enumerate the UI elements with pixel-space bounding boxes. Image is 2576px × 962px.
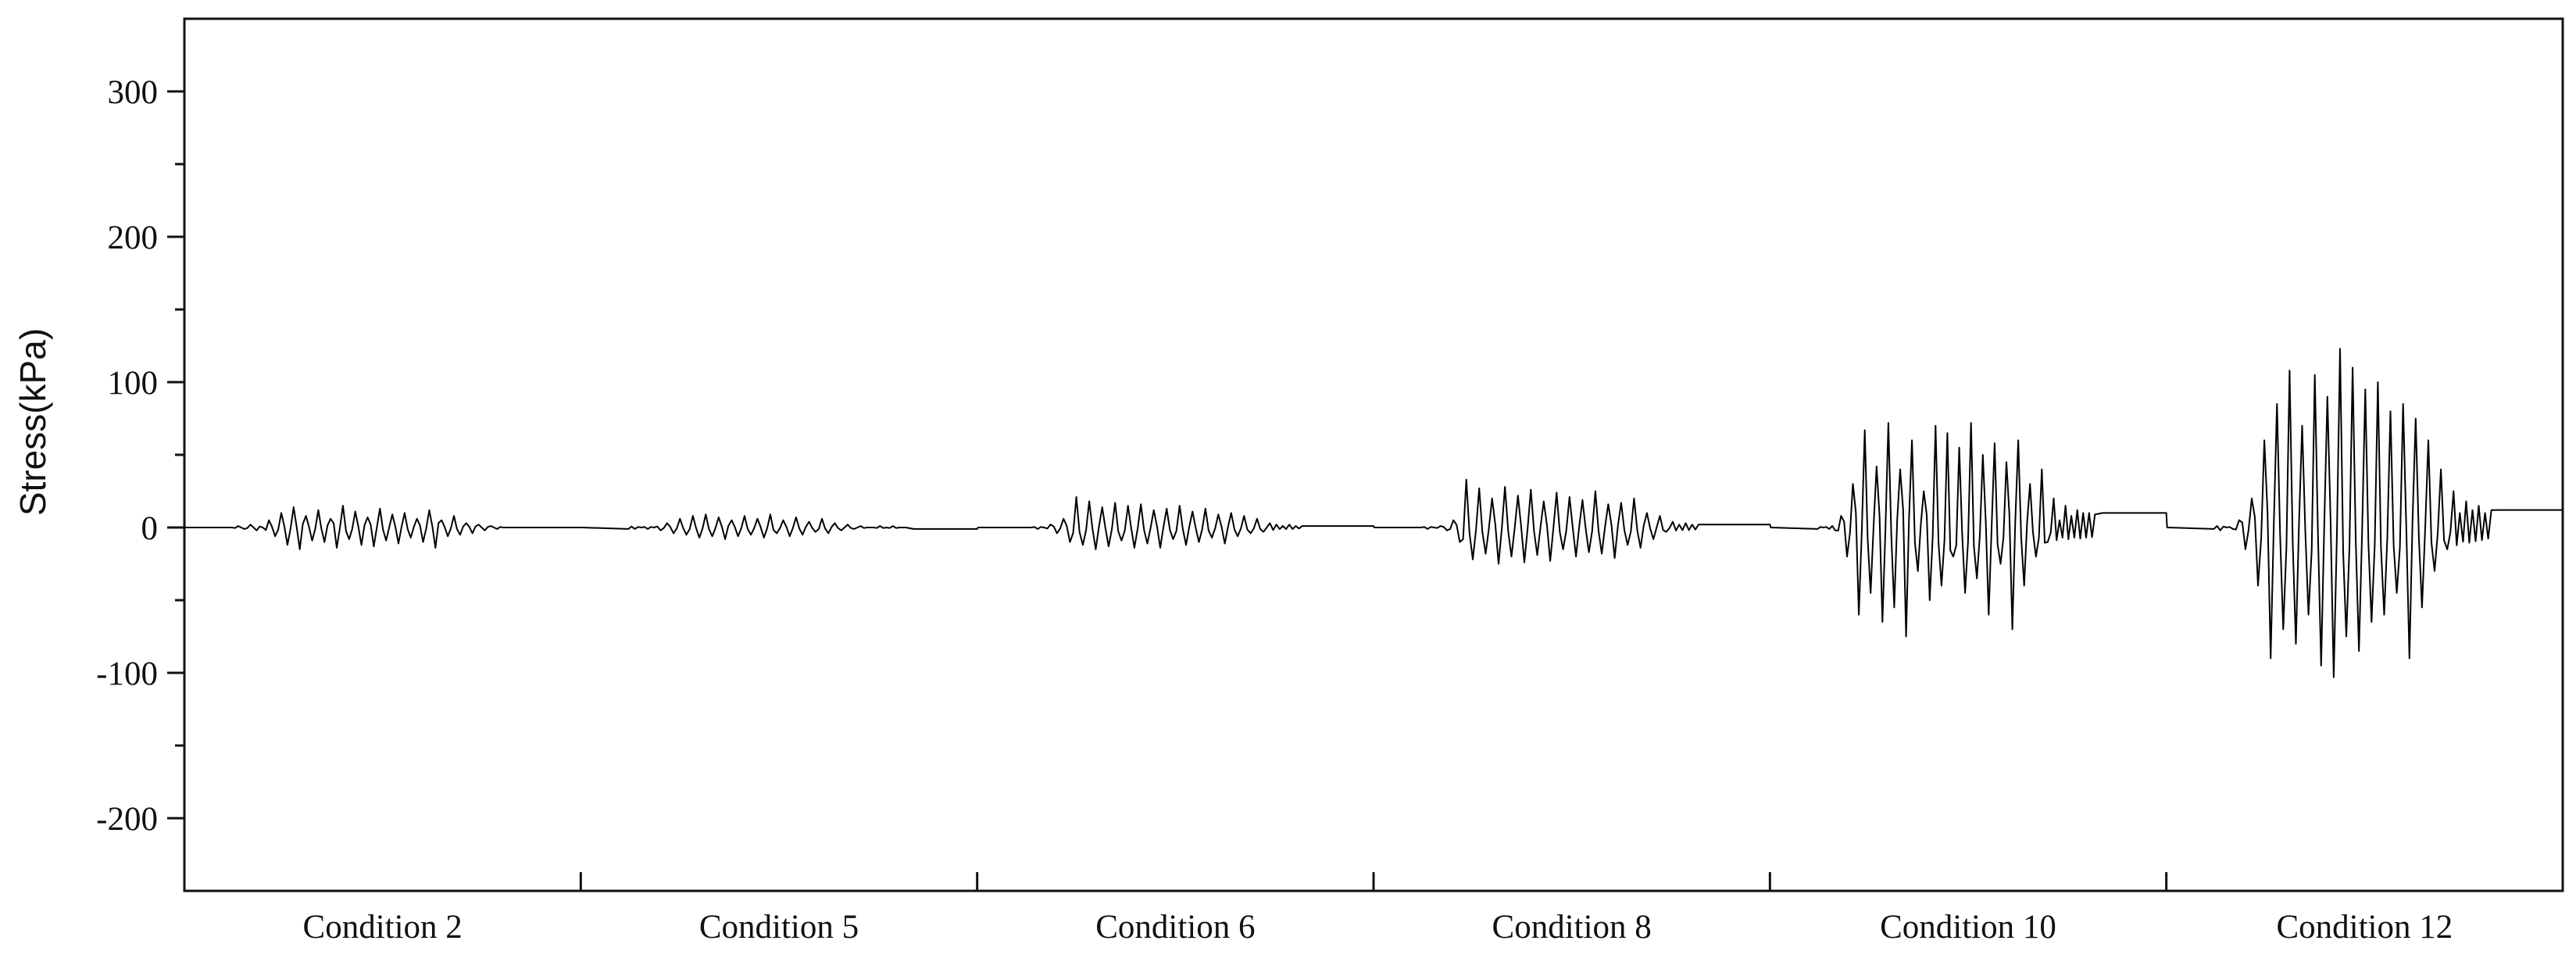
plot-border <box>183 17 2564 892</box>
x-tick-label: Condition 2 <box>303 909 463 946</box>
x-axis: Condition 2 Condition 5 Condition 6 Conditi… <box>303 872 2453 946</box>
stress-series <box>184 348 2563 678</box>
x-tick-label: Condition 8 <box>1492 909 1652 946</box>
y-axis: -200 -100 0 100 200 300 <box>96 74 184 838</box>
y-tick-label: 100 <box>108 365 159 402</box>
y-axis-title: Stress(kPa) <box>13 328 53 516</box>
x-tick-label: Condition 5 <box>699 909 859 946</box>
y-tick-label: 200 <box>108 220 159 256</box>
y-tick-label: -200 <box>96 801 158 838</box>
x-tick-label: Condition 6 <box>1095 909 1255 946</box>
x-tick-label: Condition 12 <box>2276 909 2453 946</box>
plot-frame <box>183 17 2564 892</box>
y-tick-label: 300 <box>108 74 159 111</box>
stress-trace <box>184 348 2563 678</box>
y-tick-label: -100 <box>96 656 158 692</box>
y-tick-label: 0 <box>141 510 159 547</box>
x-tick-label: Condition 10 <box>1880 909 2056 946</box>
